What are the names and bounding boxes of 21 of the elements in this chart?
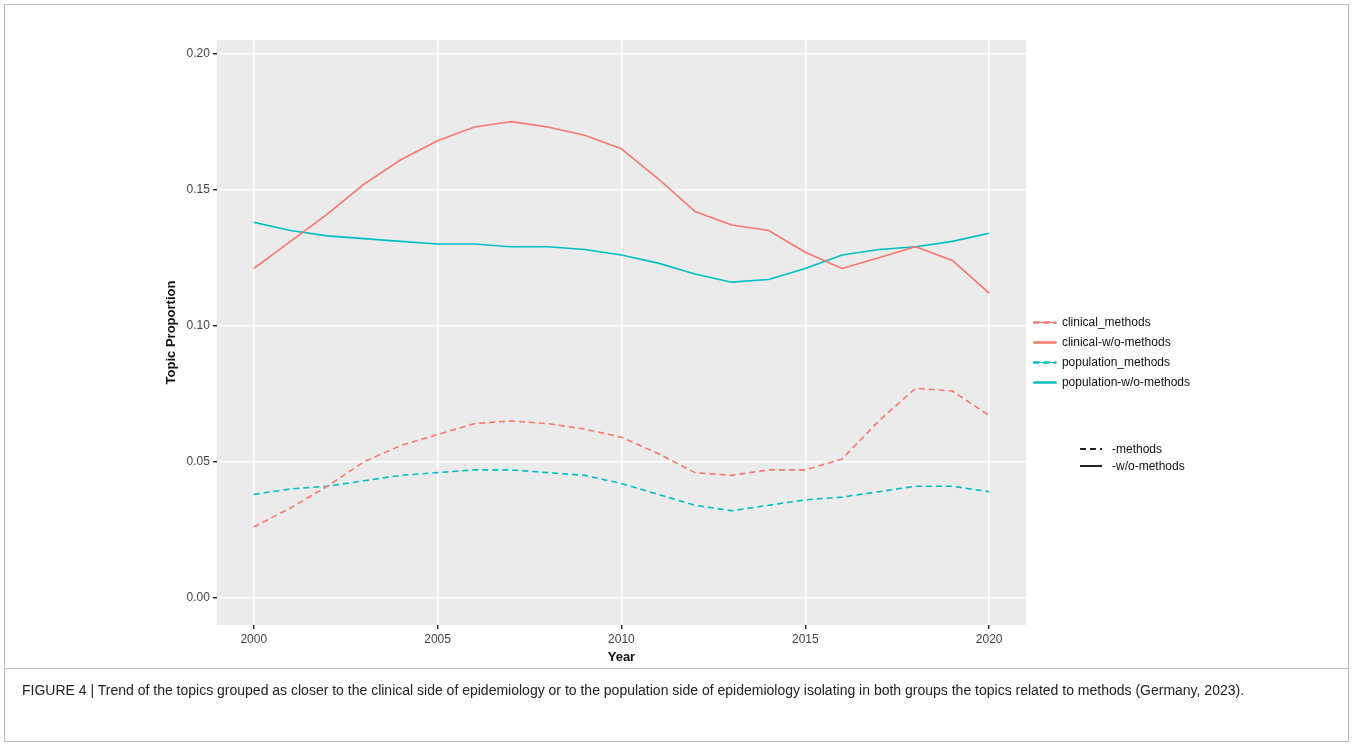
y-tick-label: 0.05 bbox=[186, 454, 211, 469]
x-tick-label: 2015 bbox=[791, 631, 819, 646]
line-series bbox=[252, 469, 990, 512]
y-tick-label: 0.10 bbox=[186, 318, 211, 333]
y-tick-label: 0.20 bbox=[186, 45, 211, 60]
legend-label: clinical-w/o-methods bbox=[1061, 334, 1171, 349]
y-axis-title: Topic Proportion bbox=[163, 280, 179, 385]
caption: FIGURE 4 | Trend of the topics grouped as closer to the clinical side of epidemiology or to the population side of epidemiology isolating in both groups the topics related to methods (Germany, 2023). bbox=[22, 681, 1246, 700]
x-tick-label: 2020 bbox=[975, 631, 1003, 646]
legend-label: population_methods bbox=[1061, 354, 1171, 369]
y-tick-label: 0.00 bbox=[186, 590, 211, 605]
y-tick-label: 0.15 bbox=[186, 181, 211, 196]
x-axis-title: Year bbox=[607, 648, 636, 664]
legend-label: population-w/o-methods bbox=[1061, 374, 1190, 389]
text: -methods bbox=[1112, 441, 1163, 456]
legend-label: clinical_methods bbox=[1061, 314, 1151, 329]
x-tick-label: 2010 bbox=[608, 631, 636, 646]
text: -w/o-methods bbox=[1112, 458, 1185, 473]
line-series bbox=[252, 387, 990, 528]
x-tick-label: 2005 bbox=[424, 631, 452, 646]
x-tick-label: 2000 bbox=[240, 631, 268, 646]
